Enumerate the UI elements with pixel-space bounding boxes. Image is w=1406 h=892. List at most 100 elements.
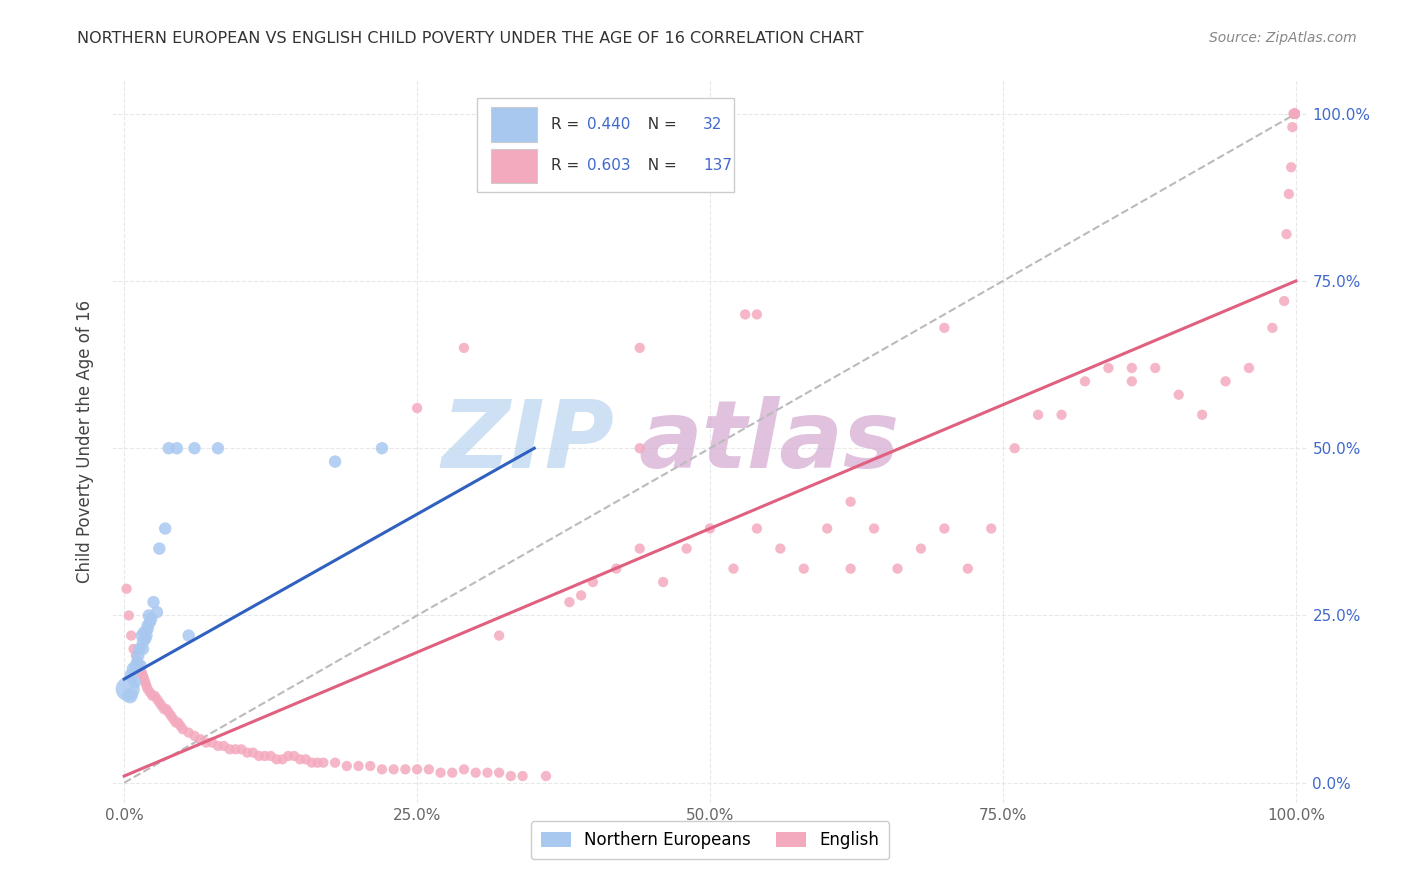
- Point: [394, 762, 416, 776]
- Point: [212, 739, 235, 753]
- Point: [569, 589, 592, 603]
- Point: [165, 715, 187, 730]
- Point: [1284, 107, 1306, 121]
- Point: [675, 541, 697, 556]
- Point: [136, 618, 159, 632]
- Point: [253, 749, 276, 764]
- Point: [512, 769, 534, 783]
- Point: [839, 562, 862, 576]
- Point: [127, 655, 149, 669]
- Point: [441, 765, 464, 780]
- Point: [131, 628, 153, 642]
- Point: [1284, 107, 1306, 121]
- Point: [605, 562, 627, 576]
- Point: [139, 685, 162, 699]
- Point: [1121, 361, 1143, 376]
- Point: [863, 521, 886, 535]
- Point: [1284, 107, 1306, 121]
- Point: [558, 595, 581, 609]
- Point: [150, 698, 173, 713]
- Point: [1284, 107, 1306, 121]
- Point: [1284, 107, 1306, 121]
- Point: [236, 746, 259, 760]
- Point: [136, 681, 159, 696]
- Point: [183, 729, 205, 743]
- Point: [1284, 107, 1306, 121]
- Point: [453, 762, 475, 776]
- Point: [769, 541, 792, 556]
- Point: [295, 752, 318, 766]
- Text: 0.440: 0.440: [586, 117, 630, 132]
- Point: [477, 765, 499, 780]
- Point: [301, 756, 323, 770]
- Point: [652, 575, 675, 590]
- Point: [128, 642, 150, 657]
- Point: [1121, 375, 1143, 389]
- Point: [956, 562, 979, 576]
- Point: [534, 769, 557, 783]
- Legend: Northern Europeans, English: Northern Europeans, English: [531, 822, 889, 860]
- Point: [910, 541, 932, 556]
- Point: [734, 307, 756, 322]
- Point: [207, 739, 229, 753]
- Point: [934, 521, 956, 535]
- Point: [815, 521, 838, 535]
- Point: [1167, 387, 1189, 401]
- Point: [142, 595, 165, 609]
- Point: [201, 735, 224, 749]
- Point: [1282, 107, 1305, 121]
- Point: [120, 669, 142, 683]
- Point: [157, 442, 180, 455]
- Point: [886, 562, 908, 576]
- Point: [1237, 361, 1260, 376]
- Point: [117, 681, 139, 696]
- Point: [723, 562, 745, 576]
- Point: [1284, 107, 1306, 121]
- Point: [371, 762, 394, 776]
- Point: [1026, 408, 1049, 422]
- Point: [136, 622, 159, 636]
- Point: [453, 341, 475, 355]
- Point: [135, 628, 157, 642]
- Point: [628, 341, 651, 355]
- Point: [1284, 107, 1306, 121]
- Point: [260, 749, 283, 764]
- Point: [177, 725, 200, 739]
- Point: [1284, 107, 1306, 121]
- Point: [745, 521, 768, 535]
- Point: [141, 689, 163, 703]
- FancyBboxPatch shape: [477, 98, 734, 193]
- Point: [1284, 107, 1306, 121]
- Point: [115, 582, 138, 596]
- Point: [1284, 107, 1306, 121]
- Text: 32: 32: [703, 117, 723, 132]
- Point: [195, 735, 218, 749]
- Point: [153, 702, 176, 716]
- Point: [120, 689, 141, 703]
- Point: [127, 655, 149, 669]
- Point: [266, 752, 288, 766]
- Point: [120, 628, 142, 642]
- Point: [406, 401, 429, 416]
- Point: [582, 575, 605, 590]
- Point: [628, 442, 651, 455]
- Text: N =: N =: [638, 159, 682, 173]
- Point: [628, 541, 651, 556]
- Point: [172, 723, 194, 737]
- Text: atlas: atlas: [638, 395, 900, 488]
- Point: [1074, 375, 1097, 389]
- Point: [1261, 320, 1284, 334]
- Point: [207, 442, 229, 455]
- Point: [167, 715, 190, 730]
- Point: [138, 608, 160, 623]
- Point: [1144, 361, 1167, 376]
- Point: [418, 762, 440, 776]
- Point: [371, 442, 394, 455]
- Point: [124, 675, 146, 690]
- Point: [347, 759, 370, 773]
- Text: NORTHERN EUROPEAN VS ENGLISH CHILD POVERTY UNDER THE AGE OF 16 CORRELATION CHART: NORTHERN EUROPEAN VS ENGLISH CHILD POVER…: [77, 31, 863, 46]
- Point: [1284, 107, 1306, 121]
- Point: [1272, 293, 1295, 308]
- Point: [1284, 107, 1306, 121]
- Text: 0.603: 0.603: [586, 159, 630, 173]
